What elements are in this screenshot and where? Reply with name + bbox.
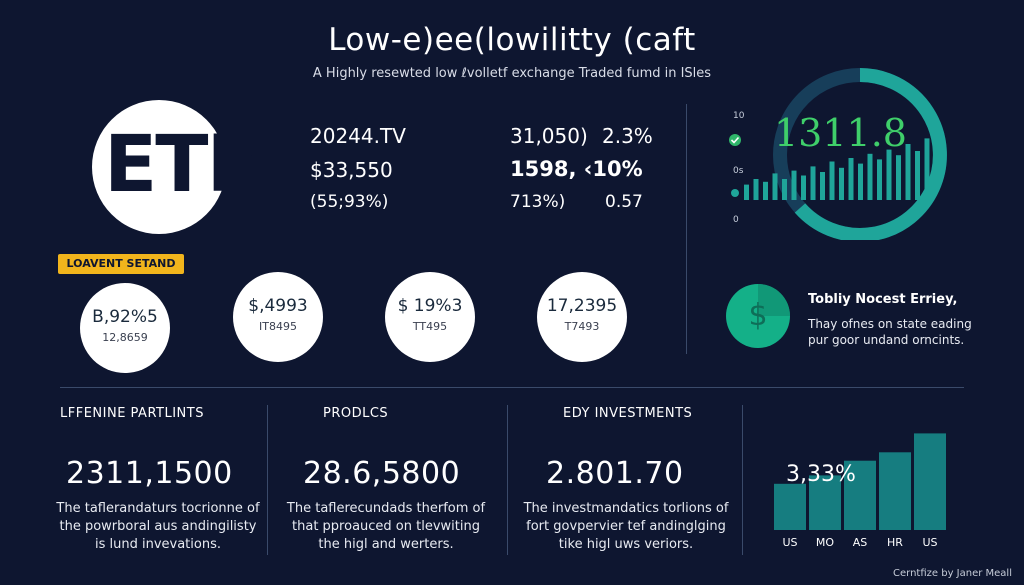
metric-circle-1: B,92%5 12,8659 — [80, 283, 170, 373]
chart-bar — [809, 475, 841, 530]
gauge-bar — [820, 172, 825, 200]
stat-col1-row3: (55;93%) — [310, 192, 389, 212]
section-1-desc-line-2: the powrboral aus andingilisty — [59, 519, 257, 534]
check-icon — [729, 134, 741, 146]
metric-circle-4-sub: T7493 — [564, 320, 600, 333]
stat-col2-row1: 31,050) — [510, 124, 588, 148]
gauge-axis-label-2: 0 — [733, 215, 739, 225]
side-note-line-2: pur goor undand orncints. — [808, 333, 965, 347]
gauge-bars — [744, 138, 930, 200]
section-1-heading: LFFENINE PARTLINTS — [60, 406, 204, 421]
gauge-bar — [858, 163, 863, 200]
stat-col2-row3: 713%) — [510, 192, 566, 212]
etf-logo — [92, 100, 226, 234]
bottom-divider-3 — [742, 405, 743, 555]
gauge-bar — [763, 181, 768, 200]
section-1-desc-line-3: is lund invevations. — [94, 537, 221, 552]
stat-col3-row3: 0.57 — [605, 192, 643, 212]
chart-category-label: AS — [853, 536, 868, 549]
gauge-bar — [848, 158, 854, 200]
chart-category-label: US — [782, 536, 797, 549]
stat-col1-row2: $33,550 — [310, 158, 393, 182]
gauge-bar — [772, 173, 778, 200]
gauge-bar — [791, 170, 797, 200]
section-2-desc: The taflerecundads therfom of that pproa… — [277, 500, 495, 554]
gauge-bar — [867, 153, 873, 200]
metric-circle-4: 17,2395 T7493 — [537, 272, 627, 362]
region-bar-chart: US MO AS HR US 3,33% — [774, 433, 946, 549]
dot-icon — [731, 189, 739, 197]
gauge-bar — [744, 184, 749, 200]
gauge-bar — [782, 179, 787, 200]
section-3-desc-line-1: The investmandatics torlions of — [523, 501, 729, 516]
section-3-value: 2.801.70 — [546, 456, 684, 491]
gauge-widget: 10 0s 0 1311.8 — [729, 68, 947, 240]
section-divider — [60, 387, 964, 388]
section-3-desc-line-2: fort govpervier tef andinglging — [526, 519, 726, 534]
gauge-axis-label-1: 0s — [733, 166, 744, 176]
gauge-bar — [896, 155, 901, 200]
gauge-bar — [753, 179, 759, 200]
stat-col2-row2: 1598, ‹10% — [510, 157, 643, 181]
stat-col3-row1: 2.3% — [602, 124, 653, 148]
bottom-divider-1 — [267, 405, 268, 555]
chart-bar — [844, 460, 876, 530]
side-note-heading: Tobliy Nocest Erriey, — [808, 292, 958, 307]
section-1-desc: The taflerandaturs tocrionne of the powr… — [50, 500, 266, 554]
metric-circle-3: $ 19%3 TT495 — [385, 272, 475, 362]
chart-bars — [774, 433, 946, 530]
metric-circle-1-value: B,92%5 — [92, 307, 158, 327]
section-3-heading: EDY INVESTMENTS — [563, 406, 693, 421]
metric-circle-2-value: $,4993 — [248, 296, 308, 316]
section-2-value: 28.6,5800 — [303, 456, 461, 491]
section-2-desc-line-3: the higl and werters. — [318, 537, 454, 552]
metric-circle-4-value: 17,2395 — [546, 296, 618, 316]
chart-category-label: HR — [887, 536, 903, 549]
section-2-heading: PRODLCS — [323, 406, 389, 421]
section-3-desc: The investmandatics torlions of fort gov… — [515, 500, 737, 554]
section-tag: LOAVENT SETAND — [58, 254, 184, 274]
credit-text: Cerntfize by Janer Meall — [893, 568, 1012, 579]
gauge-bar — [829, 161, 835, 200]
dollar-sign-icon: $ — [748, 298, 768, 333]
section-1-desc-line-1: The taflerandaturs tocrionne of — [56, 501, 260, 516]
gauge-bar — [810, 166, 816, 200]
chart-category-label: MO — [816, 536, 834, 549]
chart-bar — [879, 452, 911, 530]
chart-annotation: 3,33% — [786, 462, 856, 487]
gauge-bar — [915, 151, 920, 200]
bottom-divider-2 — [507, 405, 508, 555]
chart-bar — [774, 483, 806, 530]
section-2-desc-line-1: The taflerecundads therfom of — [286, 501, 486, 516]
gauge-bar — [886, 149, 892, 200]
chart-labels: US MO AS HR US — [782, 536, 937, 549]
gauge-ring — [773, 68, 947, 240]
section-1-value: 2311,1500 — [66, 456, 233, 491]
metric-circle-1-sub: 12,8659 — [102, 331, 148, 344]
gauge-bar — [905, 144, 911, 200]
gauge-bar — [877, 159, 882, 200]
side-note-line-1: Thay ofnes on state eading — [808, 317, 972, 331]
gauge-axis-label-0: 10 — [733, 111, 745, 121]
gauge-bar — [924, 138, 930, 200]
page-subtitle: A Highly resewted low ℓvolletf exchange … — [312, 66, 712, 81]
metric-circle-2-sub: IT8495 — [259, 320, 297, 333]
gauge-value: 1311.8 — [774, 111, 907, 155]
page-title: Low-e)ee(lowilitty (caft — [328, 22, 696, 58]
chart-bar — [914, 433, 946, 530]
section-3-desc-line-3: tike higl uws veriors. — [558, 537, 694, 552]
metric-circle-3-sub: TT495 — [412, 320, 448, 333]
metric-circle-2: $,4993 IT8495 — [233, 272, 323, 362]
chart-category-label: US — [922, 536, 937, 549]
top-divider — [686, 104, 687, 354]
section-2-desc-line-2: that pproauced on tlevwiting — [292, 519, 480, 534]
metric-circle-3-value: $ 19%3 — [397, 296, 463, 316]
etf-logo-text: ETF — [104, 120, 260, 210]
gauge-bar — [801, 175, 806, 200]
gauge-bar — [839, 167, 844, 200]
stat-col1-row1: 20244.TV — [310, 124, 406, 148]
